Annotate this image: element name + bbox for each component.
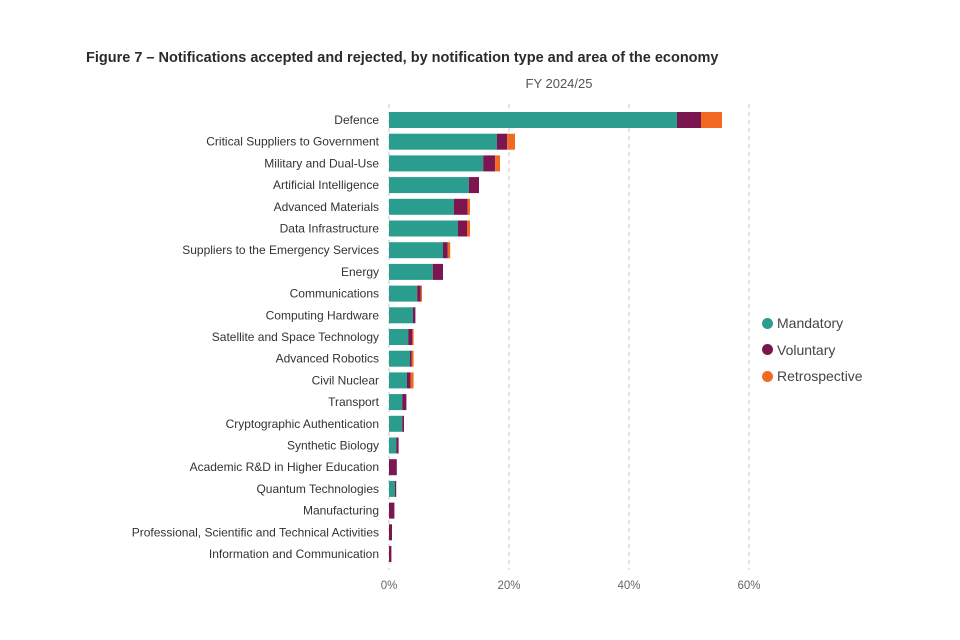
bar-voluntary xyxy=(458,220,467,237)
category-label: Energy xyxy=(341,265,379,279)
bar-mandatory xyxy=(389,480,395,497)
gridlines xyxy=(388,104,750,570)
legend-swatch xyxy=(762,344,773,356)
bar-voluntary xyxy=(389,546,392,562)
legend-item-retrospective: Retrospective xyxy=(762,363,863,390)
chart-subtitle: FY 2024/25 xyxy=(525,76,593,91)
bar-mandatory xyxy=(389,307,413,324)
bar-mandatory xyxy=(389,155,484,172)
bar-retrospective xyxy=(507,133,515,150)
x-tick-label: 40% xyxy=(617,580,640,592)
bar-mandatory xyxy=(389,112,677,128)
category-label: Synthetic Biology xyxy=(287,439,379,453)
bar-mandatory xyxy=(389,350,410,367)
bar-retrospective xyxy=(701,112,722,128)
legend-label: Retrospective xyxy=(777,368,863,385)
bar-voluntary xyxy=(402,415,404,432)
bar-voluntary xyxy=(389,459,397,476)
category-label: Quantum Technologies xyxy=(256,482,379,496)
bar-mandatory xyxy=(389,372,407,389)
bar-mandatory xyxy=(389,133,497,150)
bar-voluntary xyxy=(497,133,508,150)
bar-mandatory xyxy=(389,329,409,345)
bar-retrospective xyxy=(420,285,422,302)
bar-voluntary xyxy=(468,177,479,194)
bar-mandatory xyxy=(389,242,443,259)
category-labels: Defence Critical Suppliers to Government M… xyxy=(132,113,380,561)
bar-voluntary xyxy=(395,480,397,497)
bar-retrospective xyxy=(411,350,414,367)
bar-mandatory xyxy=(389,285,418,302)
category-label: Critical Suppliers to Government xyxy=(206,135,379,149)
x-tick-label: 20% xyxy=(497,580,520,592)
bar-mandatory xyxy=(389,437,397,454)
bar-mandatory xyxy=(389,263,433,280)
category-label: Academic R&D in Higher Education xyxy=(190,460,379,474)
bar-voluntary xyxy=(432,263,443,280)
x-axis-tick-labels: 0% 20% 40% 60% xyxy=(381,580,761,592)
category-label: Advanced Robotics xyxy=(276,352,379,366)
legend: Mandatory Voluntary Retrospective xyxy=(762,310,863,390)
legend-swatch xyxy=(762,317,773,329)
x-tick-label: 60% xyxy=(737,580,760,592)
category-label: Defence xyxy=(334,113,379,127)
legend-label: Mandatory xyxy=(777,315,844,332)
legend-item-voluntary: Voluntary xyxy=(762,337,863,364)
chart-title: Figure 7 – Notifications accepted and re… xyxy=(86,50,719,66)
category-label: Information and Communication xyxy=(209,547,379,561)
bar-voluntary xyxy=(443,242,448,259)
bar-voluntary xyxy=(389,524,392,541)
bars xyxy=(389,112,722,562)
category-label: Professional, Scientific and Technical A… xyxy=(132,525,379,539)
bar-voluntary xyxy=(417,285,421,302)
bar-voluntary xyxy=(389,502,395,519)
bar-voluntary xyxy=(413,307,416,324)
category-label: Computing Hardware xyxy=(266,308,380,322)
category-label: Data Infrastructure xyxy=(280,222,380,236)
bar-voluntary xyxy=(410,350,412,367)
category-label: Satellite and Space Technology xyxy=(212,330,379,344)
category-label: Cryptographic Authentication xyxy=(226,417,379,431)
category-label: Military and Dual-Use xyxy=(264,156,379,170)
bar-mandatory xyxy=(389,198,454,215)
bar-retrospective xyxy=(467,220,470,237)
bar-retrospective xyxy=(467,198,470,215)
bar-mandatory xyxy=(389,415,403,432)
category-label: Manufacturing xyxy=(303,504,379,518)
legend-swatch xyxy=(762,370,773,382)
bar-retrospective xyxy=(495,155,500,172)
bar-voluntary xyxy=(396,437,399,454)
category-label: Civil Nuclear xyxy=(312,373,379,387)
bar-voluntary xyxy=(677,112,701,128)
bar-voluntary xyxy=(408,329,413,345)
bar-retrospective xyxy=(410,372,414,389)
x-tick-label: 0% xyxy=(381,580,398,592)
category-label: Communications xyxy=(290,287,379,301)
bar-mandatory xyxy=(389,394,403,411)
category-label: Suppliers to the Emergency Services xyxy=(182,243,379,257)
category-label: Advanced Materials xyxy=(274,200,379,214)
bar-voluntary xyxy=(483,155,496,172)
bar-voluntary xyxy=(453,198,468,215)
legend-label: Voluntary xyxy=(777,341,836,358)
bar-voluntary xyxy=(402,394,407,411)
category-label: Artificial Intelligence xyxy=(273,178,379,192)
bar-voluntary xyxy=(407,372,411,389)
category-label: Transport xyxy=(328,395,380,409)
bar-retrospective xyxy=(412,329,414,345)
legend-item-mandatory: Mandatory xyxy=(762,310,863,337)
bar-retrospective xyxy=(447,242,451,259)
bar-mandatory xyxy=(389,177,469,194)
bar-mandatory xyxy=(389,220,458,237)
